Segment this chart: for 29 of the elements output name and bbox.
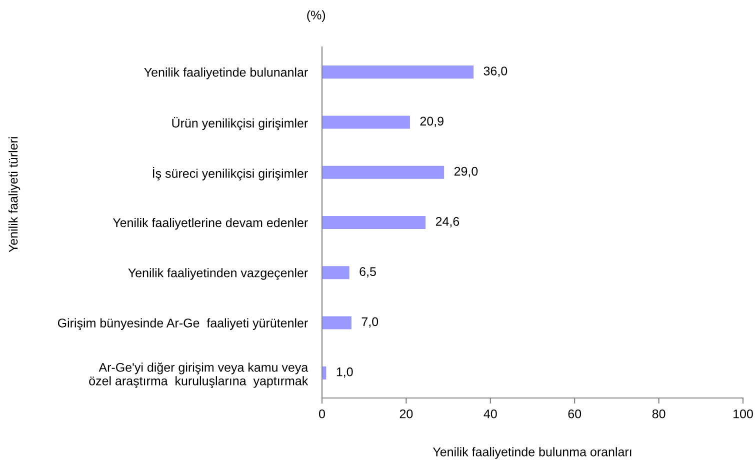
y-tick-label: Girişim bünyesinde Ar-Ge faaliyeti yürütenler — [58, 318, 308, 330]
bar — [322, 116, 410, 129]
x-tick-label: 40 — [484, 409, 497, 418]
data-label: 20,9 — [420, 116, 444, 128]
x-tick-label: 100 — [734, 409, 753, 418]
y-tick-label: Yenilik faaliyetlerine devam edenler — [112, 218, 308, 230]
data-label: 6,5 — [360, 267, 376, 278]
bar — [322, 266, 350, 280]
bar — [322, 316, 352, 330]
y-tick-label: Yenilik faaliyetinde bulunanlar — [144, 68, 308, 80]
x-tick-label: 60 — [568, 409, 582, 418]
y-tick-label: Yenilik faaliyetinden vazgeçenler — [128, 268, 308, 280]
y-tick-label: Ürün yenilikçisi girişimler — [172, 116, 308, 130]
data-label: 1,0 — [336, 367, 353, 378]
x-tick-label: 0 — [319, 409, 325, 418]
y-tick-label: Ar-Ge'yi diğer girişim veya kamu veya özel araştırma kuruluşlarına yaptırmak — [89, 362, 308, 388]
x-tick-label: 80 — [652, 409, 666, 418]
bar — [322, 66, 474, 79]
data-label: 24,6 — [436, 217, 460, 228]
bar — [322, 166, 444, 179]
data-label: 7,0 — [362, 317, 378, 328]
data-label: 36,0 — [484, 66, 508, 77]
bar — [322, 216, 426, 230]
data-label: 29,0 — [454, 166, 478, 178]
y-axis-title: Yenilik faaliyeti türleri — [8, 137, 20, 252]
chart-title: (%) — [307, 10, 326, 22]
x-tick-label: 20 — [400, 409, 413, 418]
x-axis-title: Yenilik faaliyetinde bulunma oranları — [432, 447, 632, 459]
y-tick-label: İş süreci yenilikçisi girişimler — [152, 166, 308, 180]
